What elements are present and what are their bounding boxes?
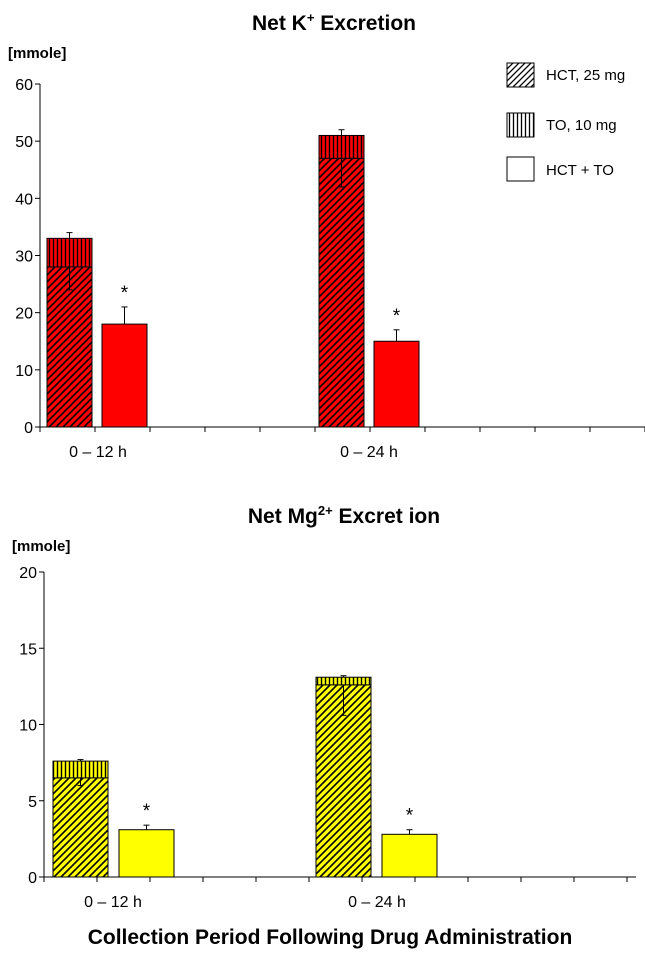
x-axis-label: Collection Period Following Drug Adminis… [88,926,573,949]
chart1-category-label: 0 – 24 h [340,444,398,461]
chart1-y-tick-label: 40 [15,191,33,208]
legend-swatch-to [506,112,535,138]
chart2-y-tick-label: 15 [19,641,37,658]
chart2-bar-combo [118,829,175,878]
chart1-y-tick-label: 10 [15,363,33,380]
chart2-ylabel: [mmole] [12,538,70,555]
legend-swatch-hct [506,62,535,88]
chart2-y-tick-label: 0 [28,870,37,887]
chart2-category-label: 0 – 12 h [84,894,142,911]
chart1-y-tick-label: 0 [24,420,33,437]
chart1-significance-marker: * [121,283,129,304]
legend-swatch-combo [506,156,535,182]
chart1-bar-hct [46,266,93,428]
chart2-bar-combo [381,833,438,878]
legend-label-combo: HCT + TO [546,162,614,179]
chart2-y-tick-label: 5 [28,794,37,811]
legend: HCT, 25 mg TO, 10 mg HCT + TO [506,62,625,182]
chart2-y-tick-label: 10 [19,718,37,735]
chart2-plot: 0 5 10 15 20 * 0 – 12 h * 0 – 24 h [19,565,636,911]
chart1-bar-hct [318,157,365,428]
chart1-category-label: 0 – 12 h [69,444,127,461]
chart1-bar-combo [101,323,148,428]
chart1-ylabel: [mmole] [8,45,66,62]
chart2-significance-marker: * [406,806,414,827]
chart1-y-tick-label: 20 [15,306,33,323]
chart2-title: Net Mg2+ Excret ion [248,503,440,528]
chart2-bar-hct [315,684,372,878]
chart1-bar-combo [373,340,420,428]
chart2-bar-to [315,676,372,686]
chart1-significance-marker: * [393,306,401,327]
chart1-title: Net K+ Excretion [252,10,416,35]
chart1-bar-to [46,237,93,268]
chart1-y-tick-label: 60 [15,77,33,94]
chart1-bar-to [318,134,365,159]
chart1-y-tick-label: 50 [15,134,33,151]
chart1-y-tick-label: 30 [15,249,33,266]
chart2-y-tick-label: 20 [19,565,37,582]
chart2-category-label: 0 – 24 h [348,894,406,911]
chart2-bar-to [52,760,109,779]
chart1-plot: 0 10 20 30 40 50 60 * 0 – 12 h * 0 – 24 h [15,77,645,461]
chart2-significance-marker: * [143,801,151,822]
chart2-bar-hct [52,777,109,878]
legend-label-hct: HCT, 25 mg [546,67,625,84]
legend-label-to: TO, 10 mg [546,117,617,134]
